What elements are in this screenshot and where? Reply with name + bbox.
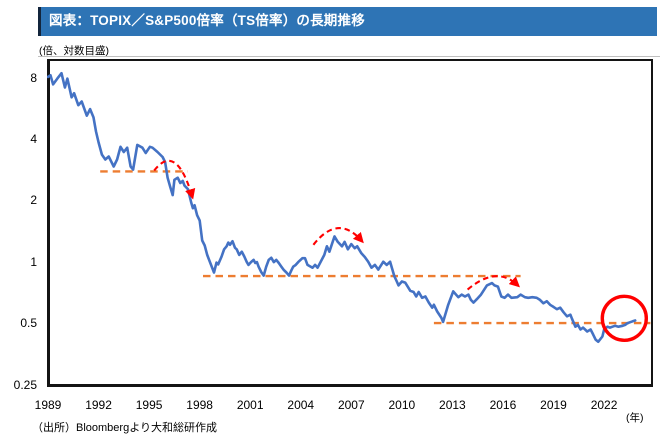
x-tick-label: 1992 [85,398,112,412]
trend-arrows-group [153,159,520,291]
y-tick-label: 1 [30,254,37,269]
x-axis-unit-note: (年) [626,412,644,424]
y-tick-label: 4 [30,131,37,146]
ts-ratio-line [47,71,637,344]
x-tick-label: 1998 [186,398,213,412]
divider-rule [38,56,660,57]
chart-title: 図表：TOPIX／S&P500倍率（TS倍率）の長期推移 [49,13,365,28]
x-tick-label: 2010 [388,398,416,412]
y-axis-unit-note: (倍、対数目盛) [39,45,109,57]
x-tick-label: 1989 [34,398,62,412]
source-note: （出所）Bloombergより大和総研作成 [32,422,217,434]
highlight-circle [600,294,648,342]
x-tick-label: 2019 [540,398,567,412]
x-tick-label: 2013 [439,398,466,412]
ts-ratio-chart [47,71,651,344]
support-lines-group [100,170,651,325]
x-tick-label: 2007 [337,398,365,412]
y-tick-label: 2 [30,193,37,208]
x-axis-tick-labels: 1989 1992 1995 1998 2001 2004 2007 2010 2013 2016… [0,398,660,414]
y-tick-label: 0.5 [20,316,37,331]
y-tick-label: 8 [30,70,37,85]
chart-title-bar: 図表：TOPIX／S&P500倍率（TS倍率）の長期推移 [38,7,657,36]
x-tick-label: 2004 [287,398,315,412]
x-tick-label: 2001 [236,398,264,412]
trend-arrow [466,275,520,291]
y-tick-label: 0.25 [13,377,37,392]
x-tick-label: 2016 [489,398,517,412]
trend-arrow [312,227,364,246]
plot-frame [47,59,653,387]
x-tick-label: 2022 [590,398,618,412]
x-tick-label: 1995 [135,398,163,412]
